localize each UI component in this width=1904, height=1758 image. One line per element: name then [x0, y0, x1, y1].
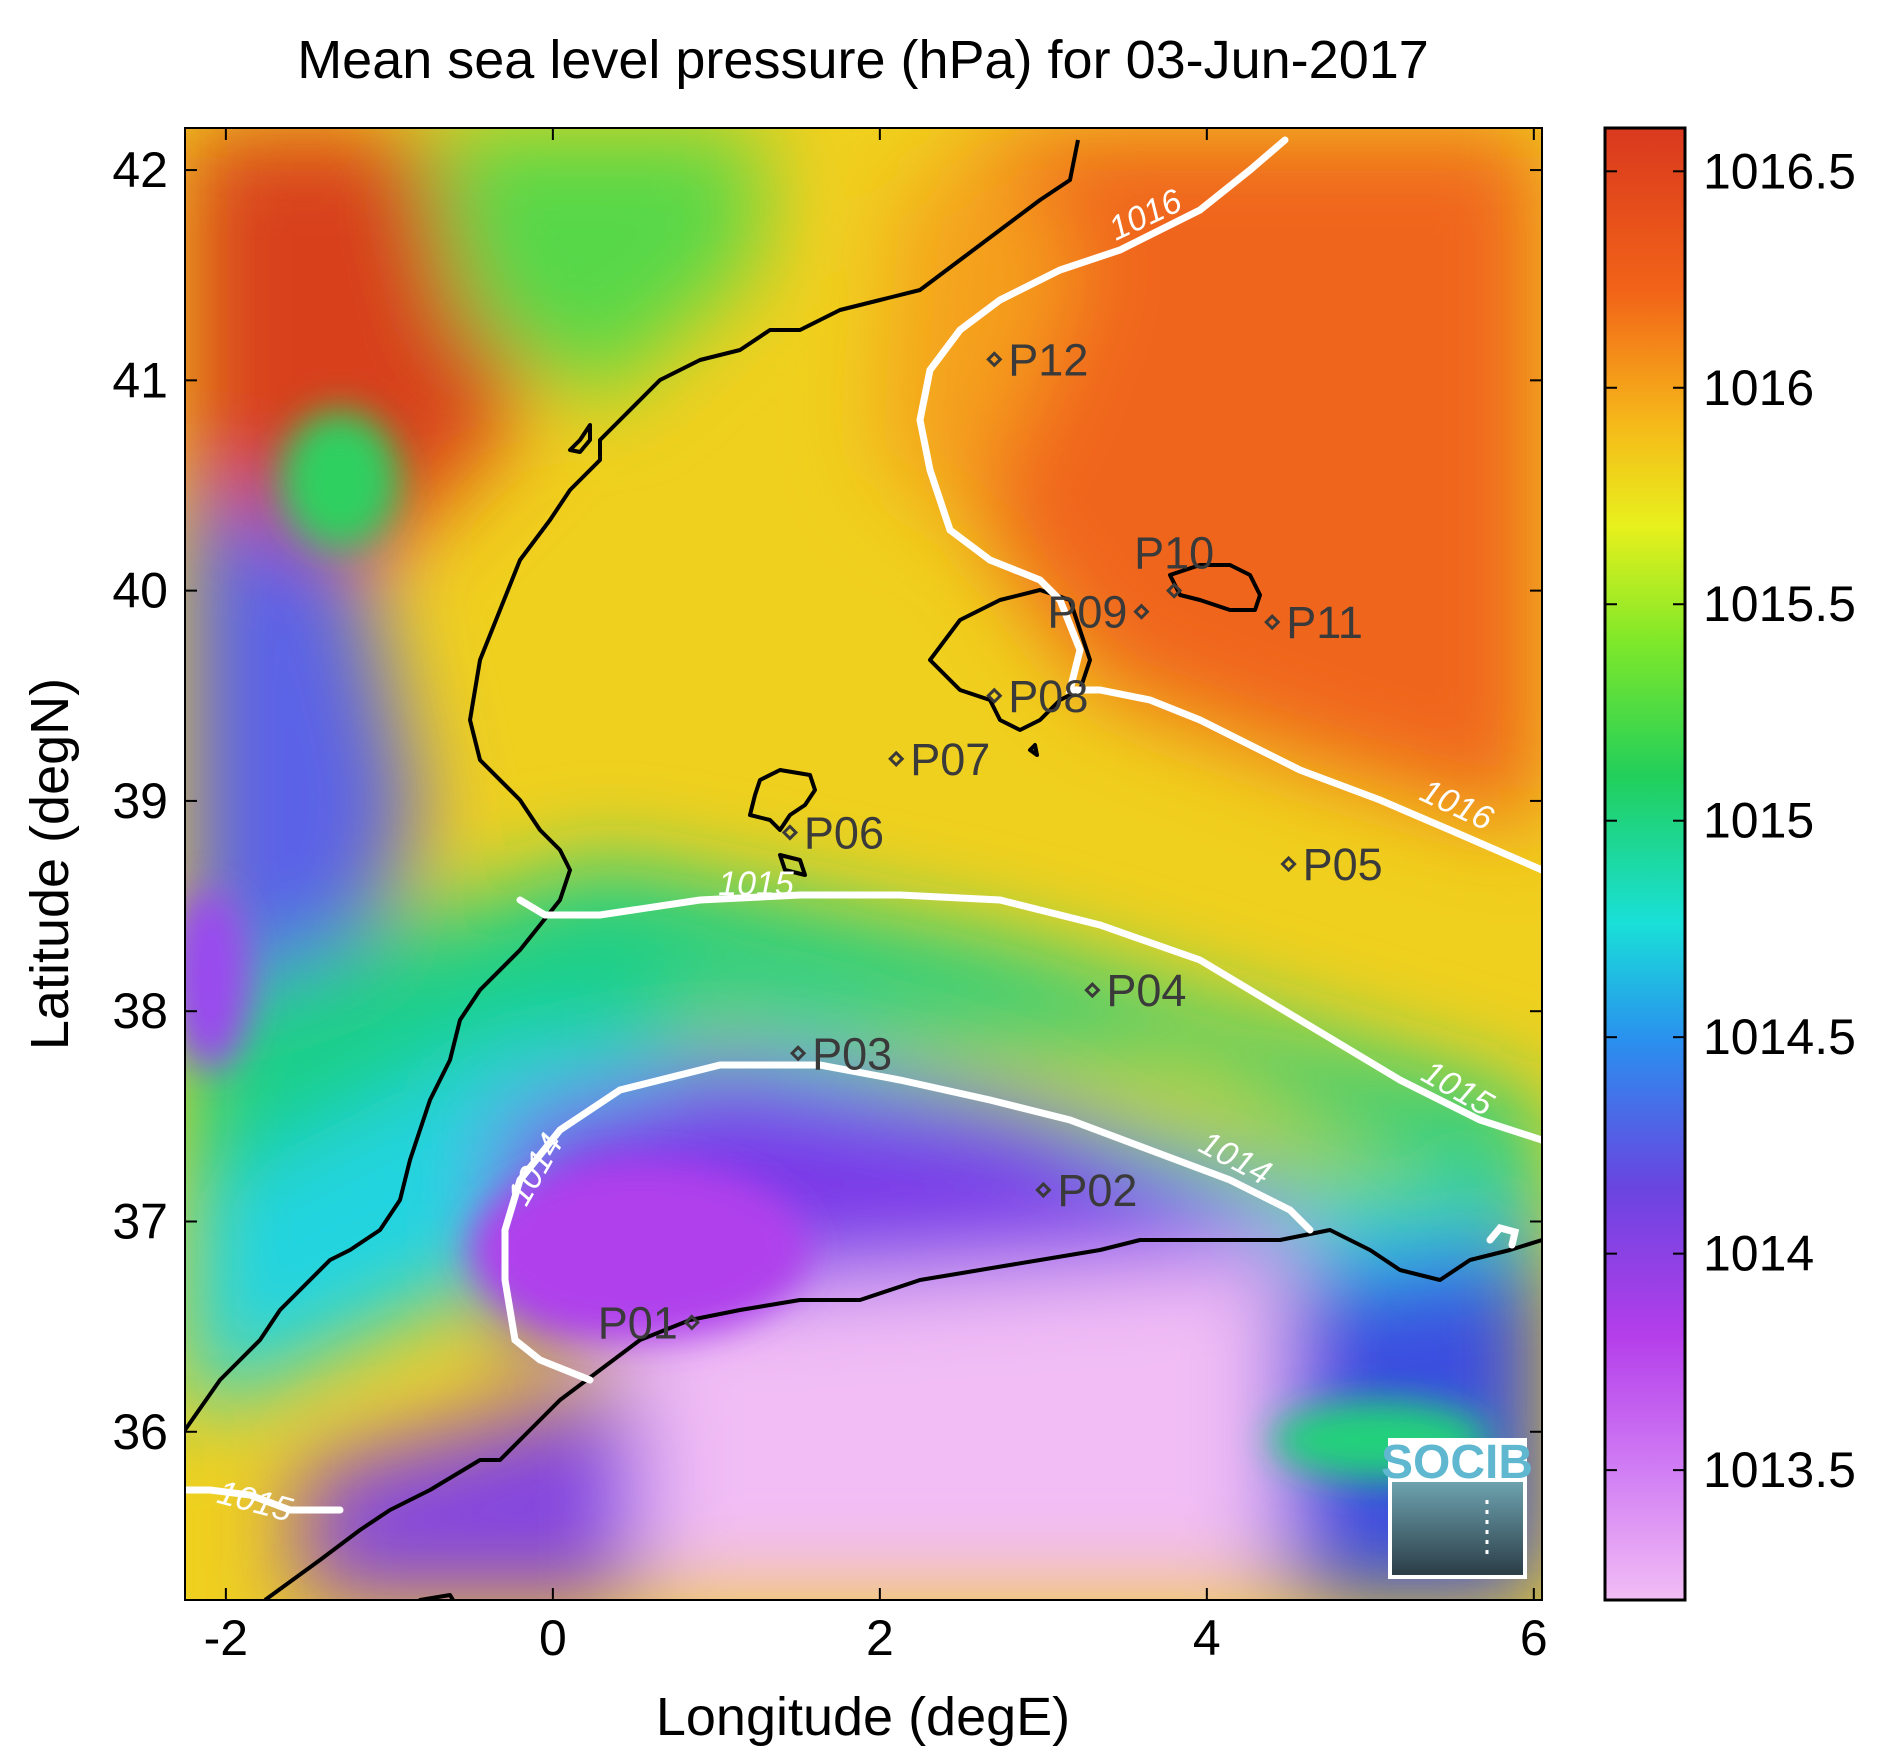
station-label: P05 — [1303, 839, 1383, 890]
map-frame — [184, 127, 1543, 1601]
x-tick-label: 4 — [1193, 1610, 1221, 1666]
chart-title: Mean sea level pressure (hPa) for 03-Jun… — [297, 30, 1429, 90]
y-axis-ticks: 36 37 38 39 40 41 42 — [112, 142, 1542, 1460]
coastline — [185, 139, 1542, 1600]
station-marker — [888, 750, 905, 767]
station-marker — [1133, 603, 1150, 620]
station-marker — [789, 1045, 807, 1062]
station-label: P03 — [812, 1028, 892, 1079]
x-axis-label: Longitude (degE) — [656, 1687, 1070, 1747]
station-marker — [683, 1314, 700, 1331]
station-marker — [986, 687, 1003, 704]
contour-label: 1015 — [718, 865, 794, 903]
x-tick-label: 6 — [1520, 1610, 1548, 1666]
station-marker — [1280, 855, 1297, 873]
x-tick-label: 0 — [539, 1610, 567, 1666]
station-label: P09 — [1047, 587, 1127, 638]
y-axis-label: Latitude (degN) — [20, 678, 80, 1050]
y-tick-label: 37 — [112, 1193, 168, 1249]
colorbar-tick-label: 1016.5 — [1703, 143, 1856, 199]
colorbar-tick-label: 1013.5 — [1703, 1442, 1856, 1498]
station-label: P04 — [1106, 965, 1186, 1016]
colorbar-tick-label: 1014 — [1703, 1226, 1814, 1282]
pressure-field: 1016 1016 1015 1015 1014 1014 1015 P01P0… — [185, 128, 1542, 1600]
station-marker — [986, 351, 1003, 368]
colorbar-tick-label: 1015 — [1703, 793, 1814, 849]
station-marker — [1264, 614, 1281, 631]
y-tick-label: 42 — [112, 142, 168, 198]
x-tick-label: 2 — [866, 1610, 894, 1666]
y-tick-label: 36 — [112, 1404, 168, 1460]
station-label: P08 — [1008, 671, 1088, 722]
station-label: P01 — [598, 1297, 678, 1348]
logo-text: SOCIB — [1381, 1436, 1533, 1489]
y-tick-label: 41 — [112, 352, 168, 408]
colorbar-tick-label: 1014.5 — [1703, 1009, 1856, 1065]
isobars — [185, 136, 1542, 1514]
colorbar-tick-label: 1016 — [1703, 360, 1814, 416]
station-marker — [781, 824, 799, 841]
y-tick-label: 40 — [112, 563, 168, 619]
colorbar-gradient — [1603, 126, 1687, 1602]
station-label: P12 — [1008, 334, 1088, 385]
station-label: P10 — [1134, 528, 1214, 579]
station-label: P11 — [1286, 597, 1363, 648]
x-tick-label: -2 — [204, 1610, 248, 1666]
station-marker — [1166, 582, 1183, 599]
x-axis-ticks: -2 0 2 4 6 — [204, 128, 1548, 1666]
colorbar: 1013.5 1014 1014.5 1015 1015.5 1016 1016.5 — [1603, 126, 1856, 1602]
station-label: P02 — [1057, 1165, 1137, 1216]
colorbar-ticks: 1013.5 1014 1014.5 1015 1015.5 1016 1016.5 — [1605, 143, 1856, 1498]
station-marker — [1084, 982, 1101, 999]
station-label: P06 — [804, 807, 884, 858]
socib-logo: SOCIB — [1381, 1436, 1533, 1579]
station-label: P07 — [910, 734, 990, 785]
y-tick-label: 38 — [112, 983, 168, 1039]
station-marker — [1035, 1181, 1052, 1199]
y-tick-label: 39 — [112, 773, 168, 829]
colorbar-tick-label: 1015.5 — [1703, 576, 1856, 632]
